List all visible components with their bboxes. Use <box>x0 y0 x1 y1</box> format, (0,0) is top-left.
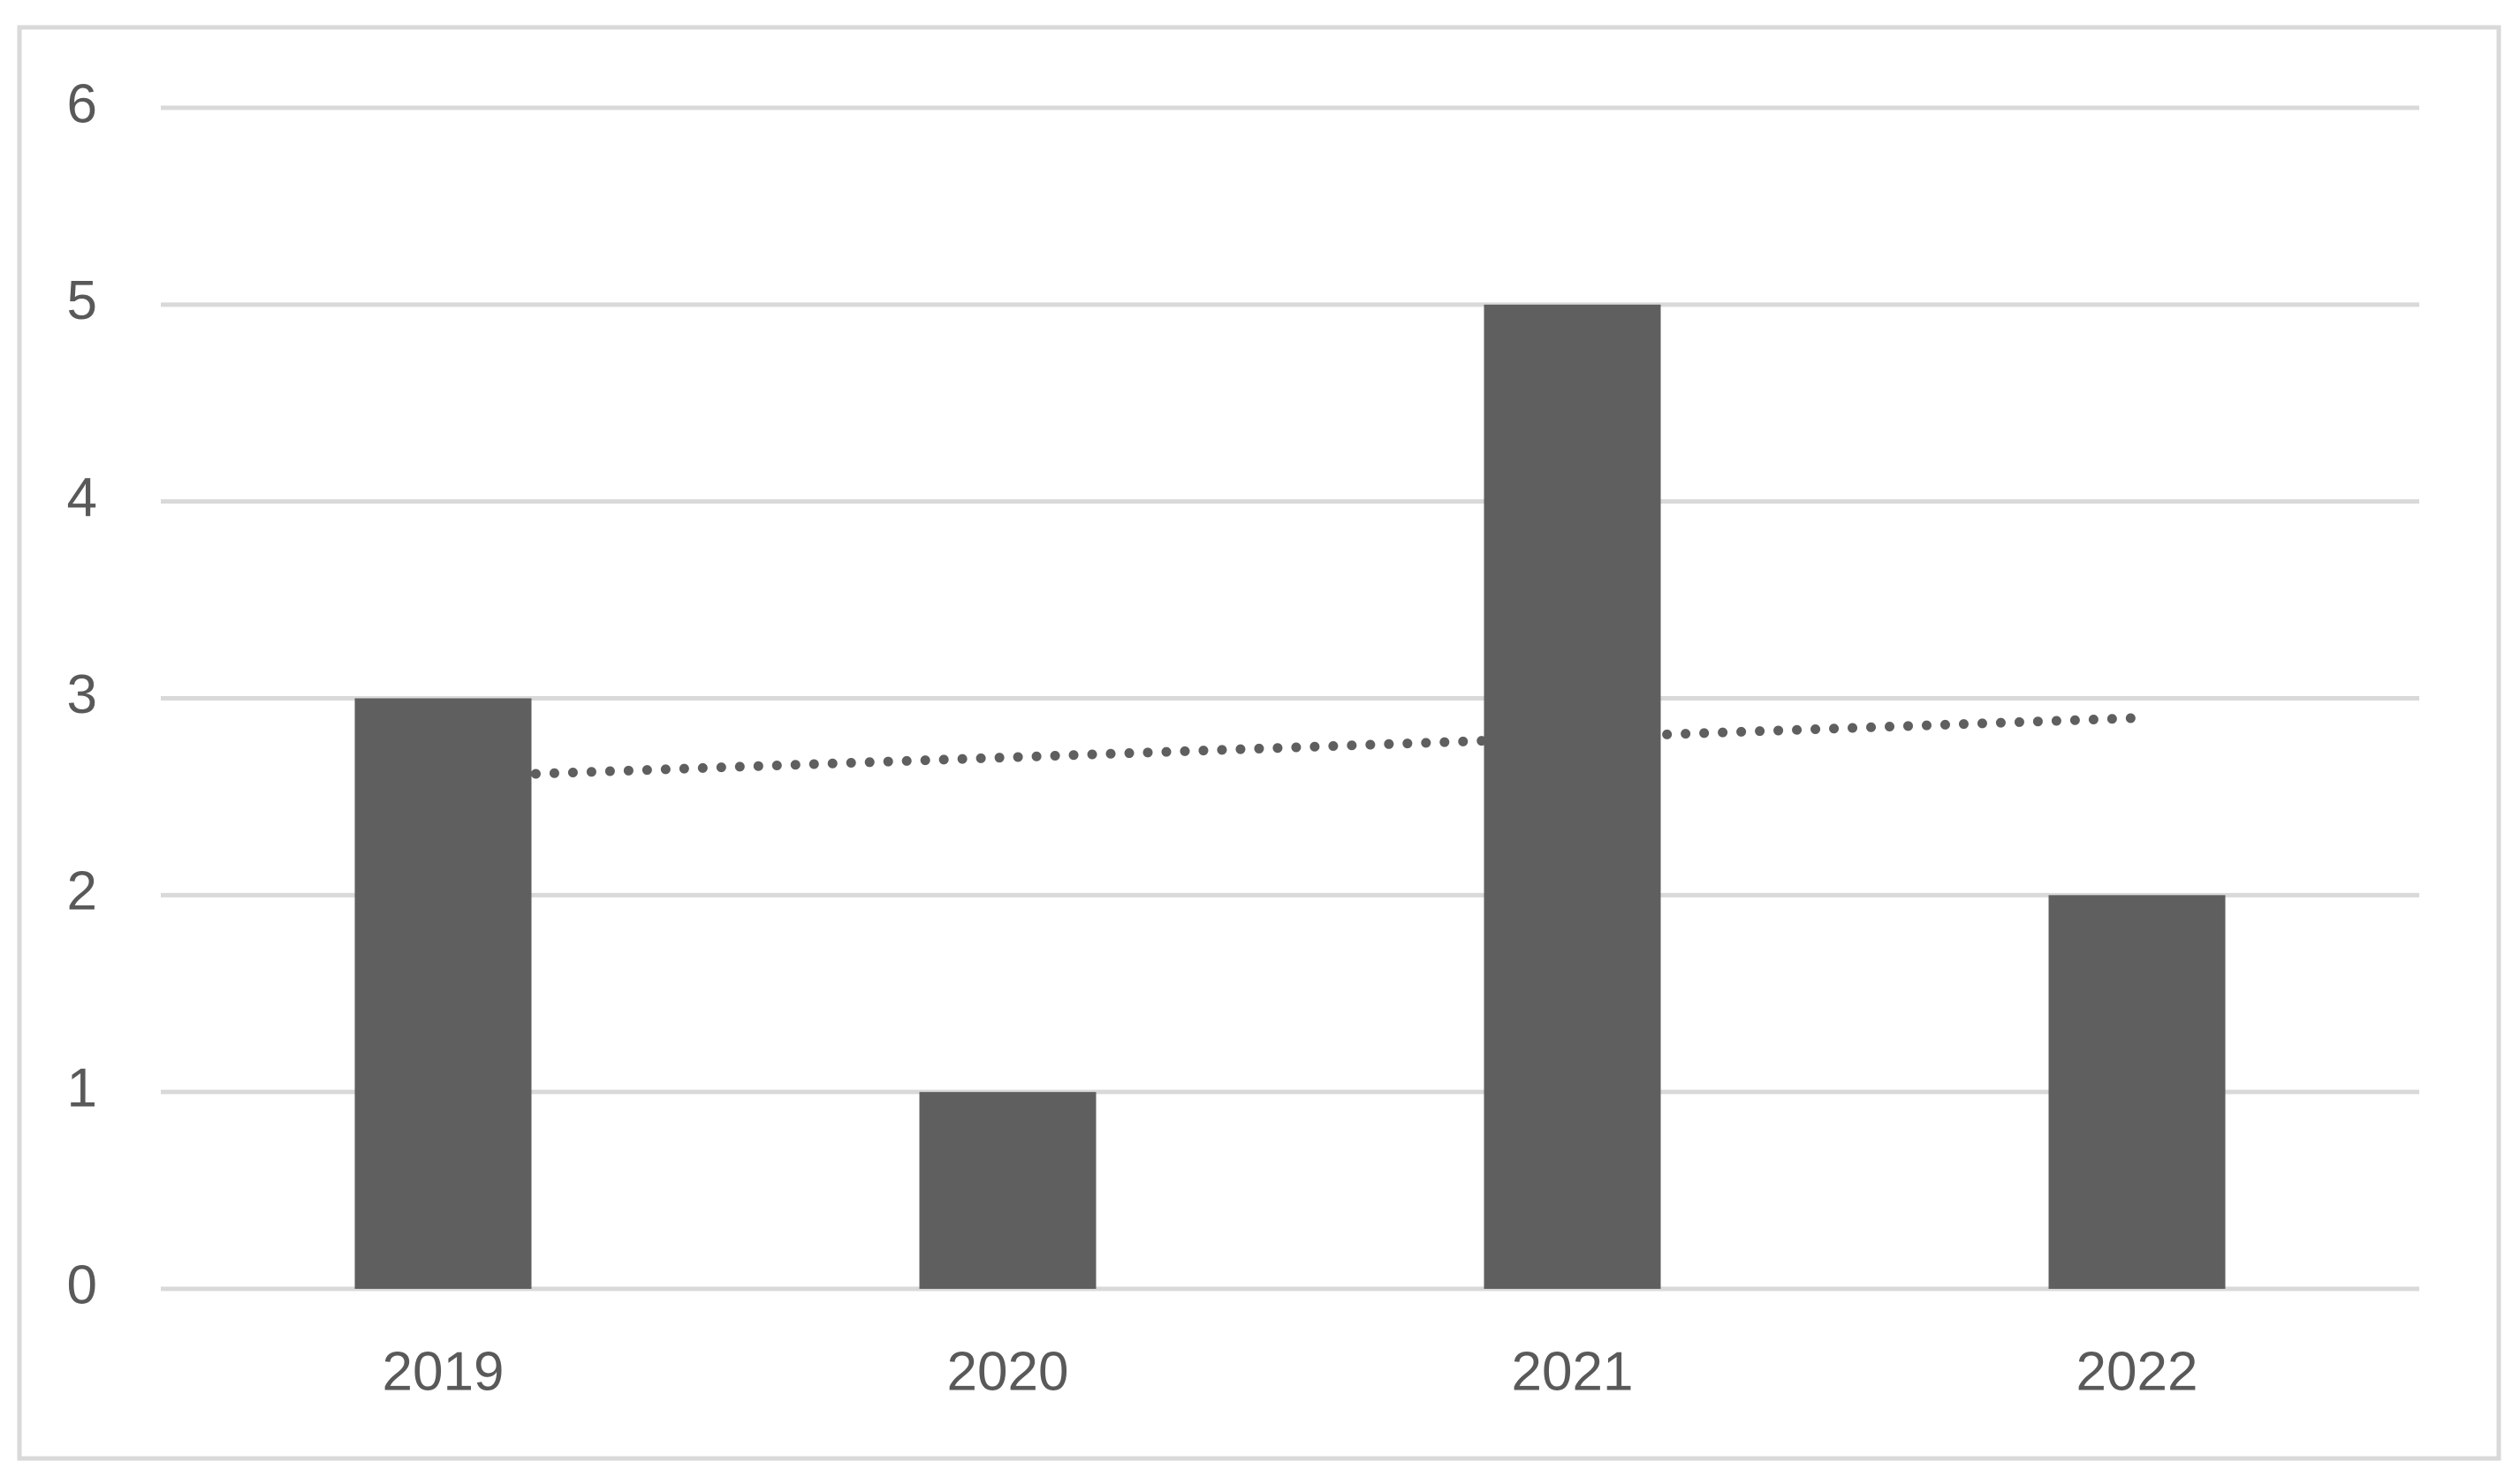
x-tick-label: 2021 <box>1512 1341 1634 1402</box>
y-tick-label: 0 <box>67 1254 97 1315</box>
y-tick-label: 5 <box>67 270 97 331</box>
x-tick-label: 2019 <box>383 1341 505 1402</box>
x-tick-label: 2020 <box>947 1341 1069 1402</box>
bar <box>1484 304 1661 1289</box>
bar <box>919 1092 1097 1289</box>
y-tick-label: 2 <box>67 861 97 922</box>
bar <box>2048 895 2226 1289</box>
x-tick-label: 2022 <box>2076 1341 2198 1402</box>
bar <box>354 698 532 1289</box>
trendline <box>438 713 2142 783</box>
y-tick-label: 4 <box>67 467 97 528</box>
y-tick-label: 6 <box>67 73 97 134</box>
y-tick-label: 3 <box>67 664 97 725</box>
y-tick-label: 1 <box>67 1058 97 1119</box>
